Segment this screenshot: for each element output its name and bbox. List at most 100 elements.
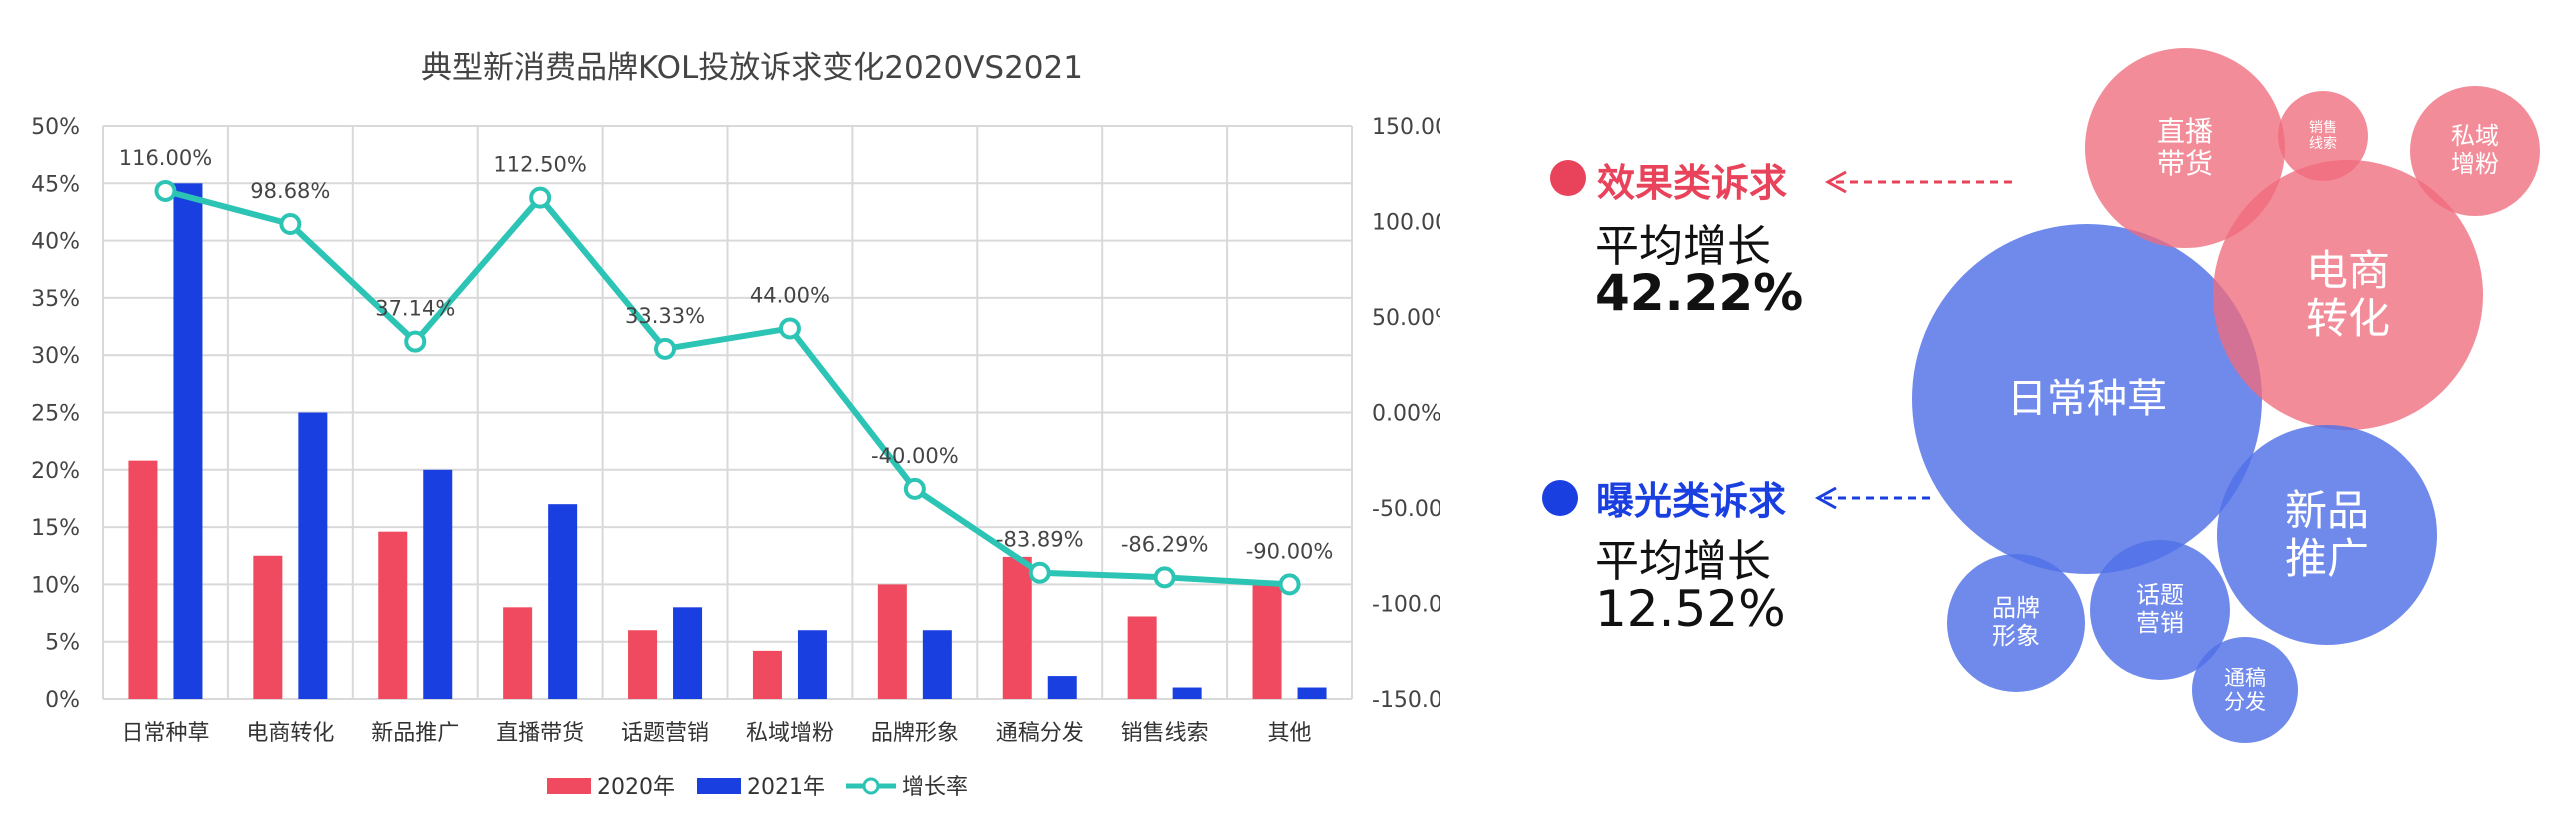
chart-title: 典型新消费品牌KOL投放诉求变化2020VS2021: [421, 50, 1083, 86]
x-tick-label: 新品推广: [371, 721, 459, 746]
x-tick-label: 直播带货: [496, 721, 584, 746]
bar-2021: [173, 183, 203, 700]
x-tick-label: 话题营销: [621, 721, 709, 746]
left-tick-label: 45%: [31, 172, 80, 197]
bubble-private-traffic: 私域 增粉: [2410, 86, 2540, 216]
x-tick-label: 其他: [1268, 721, 1312, 746]
growth-data-label: 33.33%: [625, 304, 705, 328]
bubble-live-commerce: 直播 带货: [2085, 48, 2285, 248]
bar-2021: [1047, 676, 1077, 699]
bubble-brand-image: 品牌 形象: [1947, 554, 2085, 692]
legend-label-2021: 2021年: [747, 775, 825, 800]
left-tick-label: 40%: [31, 230, 80, 255]
x-tick-label: 日常种草: [121, 721, 209, 746]
bar-2020: [253, 555, 283, 699]
x-tick-label: 品牌形象: [871, 721, 959, 746]
growth-line-series: 116.00% 98.68% 37.14% 112.50% 33.33% 44.00% -4…: [119, 146, 1334, 596]
bar-2021: [298, 412, 328, 699]
effect-arrow-icon: [1824, 170, 2012, 194]
growth-data-label: -83.89%: [996, 528, 1084, 552]
exposure-arrow-icon: [1814, 486, 1930, 510]
left-tick-label: 5%: [45, 631, 80, 656]
left-tick-label: 25%: [31, 402, 80, 427]
legend-label-growth: 增长率: [902, 775, 968, 800]
bar-2021: [922, 630, 952, 699]
growth-marker: [654, 337, 677, 360]
legend-swatch-2021: [697, 778, 741, 794]
right-tick-label: 100.00%: [1372, 211, 1440, 236]
growth-data-label: 44.00%: [750, 283, 830, 307]
bar-2021: [548, 504, 578, 699]
bar-2020: [877, 584, 907, 699]
growth-marker: [279, 213, 302, 236]
legend-label-2020: 2020年: [597, 775, 675, 800]
bar-2020: [503, 607, 533, 699]
exposure-dot-icon: [1542, 480, 1578, 516]
bar-2021: [1297, 687, 1327, 699]
left-tick-label: 0%: [45, 688, 80, 713]
left-axis: 0% 5% 10% 15% 20% 25% 30% 35% 40% 45% 50%: [31, 115, 80, 713]
x-tick-label: 电商转化: [246, 721, 334, 746]
growth-marker: [903, 477, 926, 500]
effect-avg-label: 平均增长: [1595, 221, 1771, 272]
bubble-press-release: 通稿 分发: [2192, 637, 2298, 743]
growth-marker: [404, 330, 427, 353]
chart-legend: 2020年 2021年 增长率: [547, 775, 968, 800]
growth-data-label: -40.00%: [871, 444, 959, 468]
right-tick-label: -50.00%: [1372, 497, 1440, 522]
bar-2020: [752, 650, 782, 699]
right-tick-label: 150.00%: [1372, 115, 1440, 140]
growth-marker: [1153, 566, 1176, 589]
bar-2020: [378, 531, 408, 699]
growth-line: [164, 188, 1290, 588]
right-tick-label: -150.00%: [1372, 688, 1440, 713]
bar-2020: [1002, 556, 1032, 699]
bar-2020: [628, 630, 658, 699]
growth-data-label: 112.50%: [493, 153, 586, 177]
bar-2021: [1172, 687, 1202, 699]
left-tick-label: 20%: [31, 459, 80, 484]
growth-marker: [529, 186, 552, 209]
chart-grid: [102, 125, 1353, 700]
kol-demand-chart: 典型新消费品牌KOL投放诉求变化2020VS2021 0% 5% 10% 15% 20%…: [31, 50, 1440, 800]
growth-data-label: 98.68%: [250, 179, 330, 203]
x-axis: 日常种草 电商转化 新品推广 直播带货 话题营销 私域增粉 品牌形象 通稿分发 销售线索 其他: [121, 721, 1311, 746]
growth-marker: [154, 179, 177, 202]
left-tick-label: 30%: [31, 344, 80, 369]
legend-marker-growth: [862, 777, 880, 795]
bar-2021: [797, 630, 827, 699]
growth-data-label: -86.29%: [1121, 532, 1209, 556]
x-tick-label: 私域增粉: [746, 721, 834, 746]
effect-dot-icon: [1550, 160, 1586, 196]
bar-series: [128, 183, 1327, 700]
left-tick-label: 10%: [31, 573, 80, 598]
growth-marker: [1028, 561, 1051, 584]
bubble-new-product: 新品 推广: [2217, 425, 2437, 645]
growth-data-label: 116.00%: [119, 146, 212, 170]
bar-2020: [128, 460, 158, 699]
growth-data-label: -90.00%: [1246, 539, 1334, 563]
x-tick-label: 通稿分发: [996, 721, 1084, 746]
left-tick-label: 15%: [31, 516, 80, 541]
exposure-avg-label: 平均增长: [1595, 536, 1771, 587]
bar-2020: [1252, 584, 1282, 699]
right-tick-label: 0.00%: [1372, 402, 1440, 427]
effect-title: 效果类诉求: [1597, 161, 1788, 205]
effect-avg-value: 42.22%: [1595, 264, 1804, 322]
bar-2021: [673, 607, 703, 699]
legend-swatch-2020: [547, 778, 591, 794]
bar-2021: [423, 469, 453, 699]
x-tick-label: 销售线索: [1121, 721, 1209, 746]
exposure-title: 曝光类诉求: [1596, 479, 1787, 523]
left-tick-label: 35%: [31, 287, 80, 312]
bubble-sales-leads: 销售 线索: [2278, 91, 2368, 181]
exposure-avg-value: 12.52%: [1595, 580, 1786, 638]
right-tick-label: 50.00%: [1372, 306, 1440, 331]
left-tick-label: 50%: [31, 115, 80, 140]
bar-2020: [1127, 616, 1157, 699]
right-axis: -150.00% -100.00% -50.00% 0.00% 50.00% 100.00…: [1372, 115, 1440, 713]
growth-marker: [1278, 573, 1301, 596]
right-tick-label: -100.00%: [1372, 593, 1440, 618]
bubble-daily-seeding: 日常种草: [1912, 224, 2262, 574]
growth-marker: [778, 317, 801, 340]
